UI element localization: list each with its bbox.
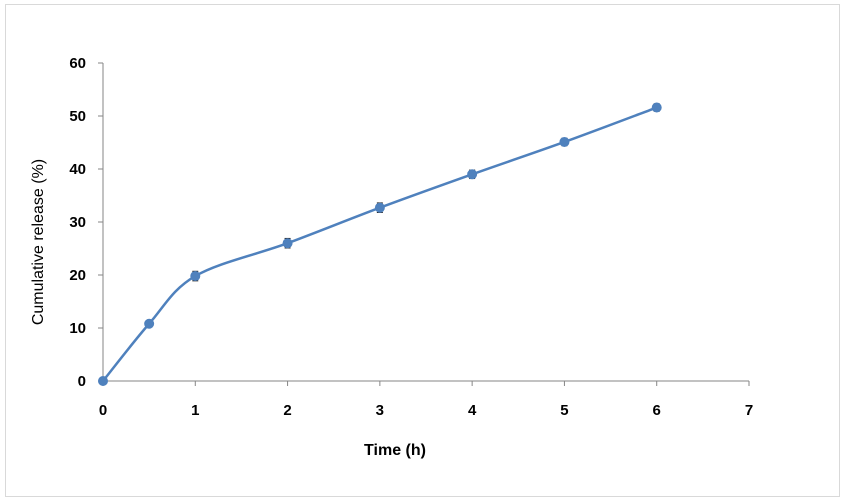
data-point xyxy=(467,169,478,180)
data-point xyxy=(98,376,108,386)
data-point xyxy=(190,271,201,282)
x-axis-title: Time (h) xyxy=(364,442,426,459)
data-point xyxy=(144,318,155,329)
x-tick-label: 0 xyxy=(99,402,107,419)
axes xyxy=(102,63,749,382)
y-tick-label: 0 xyxy=(78,373,86,390)
x-tick-label: 7 xyxy=(745,402,753,419)
x-tick-label: 6 xyxy=(653,402,661,419)
x-tick-label: 1 xyxy=(191,402,199,419)
y-tick-label: 20 xyxy=(69,267,86,284)
y-tick-label: 50 xyxy=(69,108,86,125)
chart-frame xyxy=(5,4,840,497)
x-tick-label: 4 xyxy=(468,402,477,419)
data-point xyxy=(559,136,570,147)
y-tick-label: 40 xyxy=(69,161,86,178)
x-tick-label: 5 xyxy=(560,402,568,419)
series xyxy=(98,102,662,386)
y-tick-label: 30 xyxy=(69,214,86,231)
x-tick-label: 3 xyxy=(376,402,384,419)
y-tick-label: 10 xyxy=(69,320,86,337)
data-point xyxy=(282,238,293,249)
data-point xyxy=(374,202,385,213)
y-axis-title: Cumulative release (%) xyxy=(30,159,47,325)
series-line xyxy=(102,106,658,382)
ticks: 0 10 20 30 40 50 60 0 1 2 3 4 5 6 7 xyxy=(69,55,753,419)
x-tick-label: 2 xyxy=(283,402,291,419)
data-point xyxy=(651,102,662,113)
y-tick-label: 60 xyxy=(69,55,86,72)
